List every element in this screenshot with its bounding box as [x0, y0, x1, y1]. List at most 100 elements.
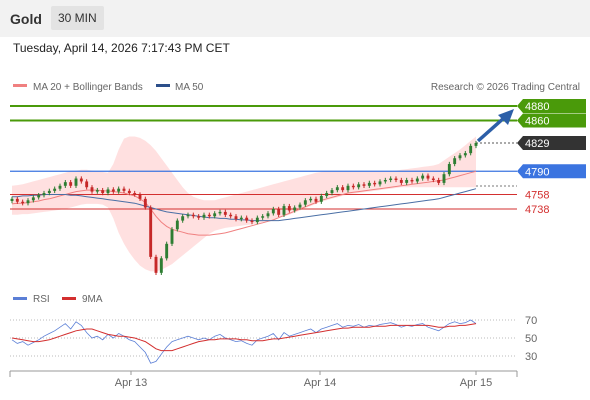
candle-body [143, 198, 147, 208]
rsi-legend-label: RSI [33, 294, 50, 305]
ma9-legend-label: 9MA [82, 294, 103, 305]
candle-body [101, 190, 105, 194]
candle-body [159, 258, 163, 273]
candle-body [37, 195, 41, 198]
candle-body [335, 187, 339, 191]
candle-body [133, 193, 137, 195]
candle-body [447, 164, 451, 175]
candle-body [346, 185, 350, 191]
candle-body [191, 214, 195, 217]
bollinger-band [12, 136, 476, 272]
candle-body [223, 211, 227, 215]
candle-body [255, 217, 259, 223]
level-label-4860: 4860 [525, 116, 549, 128]
candle-body [127, 190, 131, 194]
candle-body [421, 175, 425, 179]
candle-body [138, 194, 142, 199]
candle-body [250, 220, 254, 223]
level-label-4790: 4790 [525, 166, 549, 178]
timeframe-badge[interactable]: 30 MIN [51, 6, 104, 30]
candle-body [469, 145, 473, 154]
candle-body [437, 179, 441, 183]
candle-body [149, 207, 153, 257]
candle-body [175, 220, 179, 230]
candle-body [15, 198, 19, 202]
candle-body [85, 181, 89, 188]
candle-body [293, 207, 297, 211]
level-label-4738: 4738 [525, 204, 549, 216]
candle-body [357, 184, 361, 188]
candle-body [330, 190, 334, 194]
candle-body [197, 216, 201, 218]
candle-body [373, 182, 377, 185]
candle-body [245, 217, 249, 221]
candle-body [431, 178, 435, 180]
candle-body [47, 190, 51, 194]
candle-body [31, 197, 35, 201]
candle-body [10, 198, 14, 202]
rsi-tick-50: 50 [525, 333, 537, 345]
candle-body [298, 204, 302, 208]
candle-body [351, 185, 355, 188]
candle-body [90, 187, 94, 192]
forecast-arrow-shaft [476, 115, 507, 143]
timestamp: Tuesday, April 14, 2026 7:17:43 PM CET [13, 41, 230, 55]
copyright-text: Research © 2026 Trading Central [431, 82, 580, 93]
level-label-4880: 4880 [525, 101, 549, 113]
candle-body [261, 216, 265, 218]
candle-body [415, 178, 419, 182]
candle-body [453, 158, 457, 165]
candle-body [21, 201, 25, 204]
time-tick-label: Apr 15 [460, 377, 492, 389]
candle-body [207, 214, 211, 217]
candle-body [69, 182, 73, 186]
candle-body [463, 153, 467, 156]
candle-body [122, 188, 126, 191]
price-panel: 4880 4860 4829 4790 4758 4738 [10, 99, 586, 276]
level-label-4758: 4758 [525, 189, 549, 201]
time-tick-label: Apr 14 [304, 377, 336, 389]
candle-body [303, 200, 307, 205]
candle-body [325, 193, 329, 196]
rsi-panel: 70 50 30 [10, 315, 537, 364]
rsi-tick-70: 70 [525, 315, 537, 327]
candle-body [213, 213, 217, 217]
time-axis-ticks: Apr 13 Apr 14 Apr 15 [115, 371, 492, 389]
ma20-legend-swatch [13, 84, 27, 87]
rsi-ma9-line [11, 323, 477, 352]
candle-body [287, 206, 291, 211]
header-bar: Gold 30 MIN [0, 0, 590, 37]
ma50-line [12, 188, 477, 222]
candle-body [442, 174, 446, 183]
candle-body [405, 179, 409, 183]
candle-body [399, 179, 403, 183]
level-tag-4860 [517, 113, 586, 128]
candle-body [367, 182, 371, 186]
instrument-title: Gold [10, 11, 42, 27]
forecast-arrow-head [498, 109, 514, 125]
candle-body [58, 185, 62, 189]
candle-body [474, 142, 478, 146]
rsi-tick-30: 30 [525, 351, 537, 363]
candle-body [309, 198, 313, 201]
candle-body [53, 188, 57, 191]
candle-body [79, 178, 83, 182]
candle-body [95, 190, 99, 192]
candle-body [341, 187, 345, 191]
candle-body [389, 178, 393, 180]
candle-body [458, 155, 462, 159]
ma20-line [11, 170, 477, 236]
candle-body [26, 200, 30, 204]
candle-body [106, 189, 110, 194]
candle-body [277, 209, 281, 215]
rsi-legend-swatch [13, 297, 27, 300]
level-tag-4790 [517, 164, 586, 179]
ma50-legend-swatch [156, 84, 170, 87]
candle-body [42, 193, 46, 196]
candle-body [154, 256, 158, 273]
candle-body [181, 216, 185, 221]
candle-body [229, 214, 233, 217]
level-tag-4829 [517, 135, 586, 150]
candle-body [410, 179, 414, 182]
